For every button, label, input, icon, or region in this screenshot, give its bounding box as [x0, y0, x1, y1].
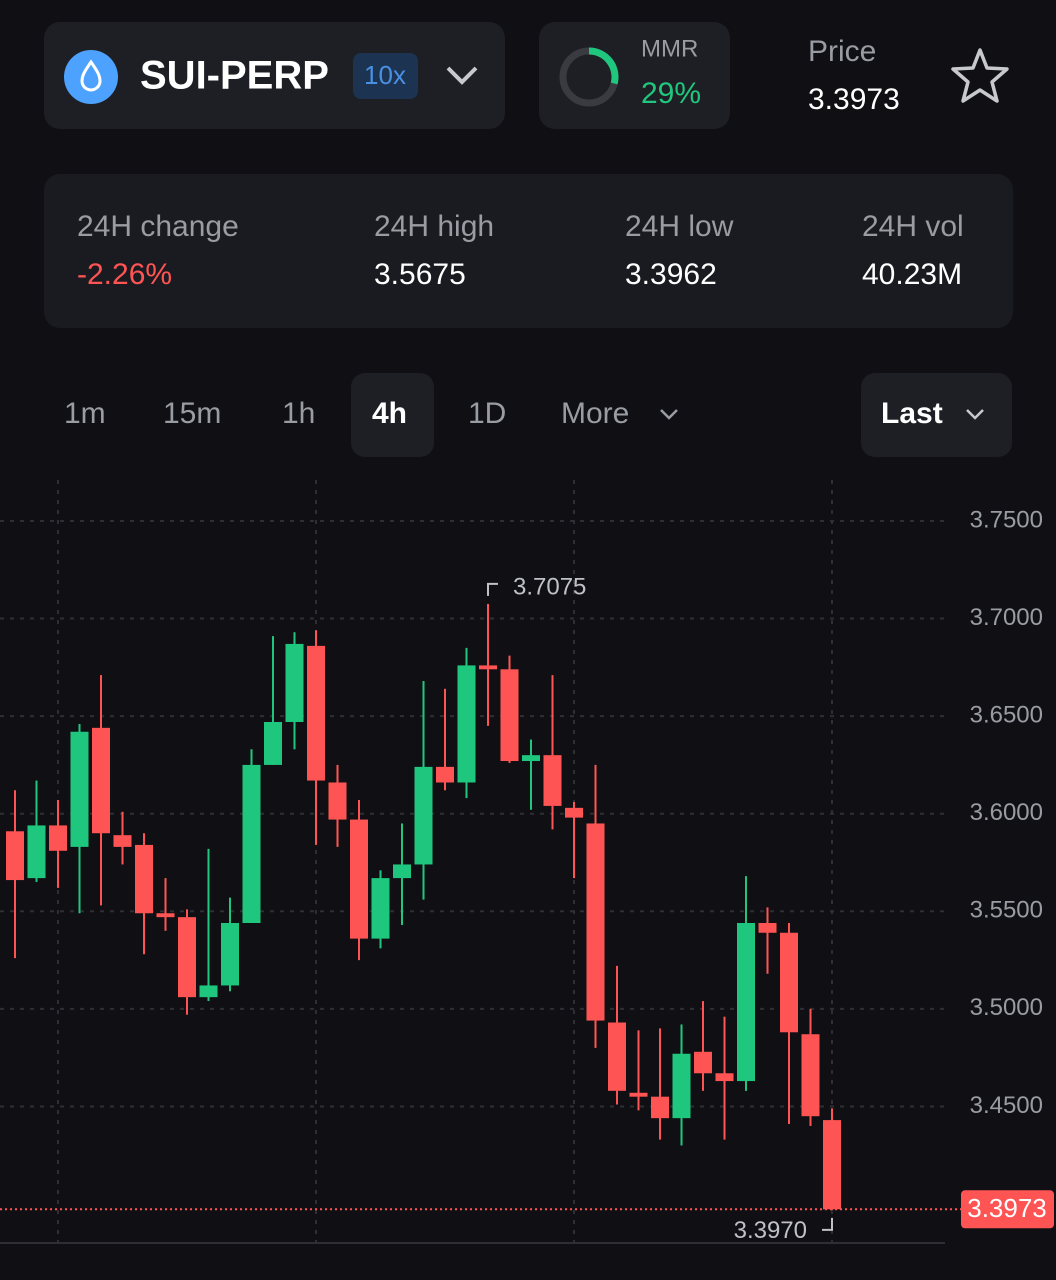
symbol-selector[interactable] [44, 22, 505, 129]
candle-body [586, 823, 605, 1021]
favorite-star[interactable] [951, 48, 1009, 103]
y-tick-label: 3.7500 [970, 506, 1043, 533]
y-tick-label: 3.7000 [970, 604, 1043, 631]
stat-label: 24H low [625, 210, 734, 243]
mmr-card [539, 22, 730, 129]
candle-body [393, 864, 411, 879]
y-tick-label: 3.6000 [970, 799, 1043, 826]
active-timeframe [351, 373, 434, 457]
candle-body [479, 665, 497, 670]
candle-body [737, 922, 755, 1082]
candle-body [780, 932, 798, 1033]
candle-body [156, 913, 175, 918]
timeframe[interactable]: 1h [282, 397, 315, 430]
candle-body [350, 819, 368, 939]
candle-body [436, 766, 454, 783]
stats-card [44, 174, 1013, 328]
candle-body [328, 782, 347, 820]
candle-body [522, 755, 540, 762]
candle-body [629, 1092, 648, 1097]
candle-body [6, 831, 24, 881]
price-label: Price [808, 35, 876, 68]
candle-body [694, 1051, 712, 1074]
stat-value: 40.23M [862, 258, 962, 291]
candle-body [113, 835, 132, 847]
candle-body [92, 727, 110, 834]
drop-icon [80, 59, 102, 92]
candle-body [135, 844, 153, 914]
timeframe[interactable]: More [561, 397, 629, 430]
candle-body [414, 766, 433, 865]
candle-body [285, 643, 304, 722]
candle-body [543, 755, 562, 806]
y-tick-label: 3.5500 [970, 897, 1043, 924]
candle-body [801, 1034, 820, 1117]
timeframe[interactable]: 1m [64, 397, 106, 430]
candle-body [457, 665, 476, 783]
candle-body [758, 922, 777, 933]
leverage-badge [353, 53, 418, 99]
stat-label: 24H vol [862, 210, 964, 243]
candle-body [715, 1073, 734, 1082]
candle-body [199, 985, 218, 998]
stat-value: 3.5675 [374, 258, 466, 291]
candle-body [500, 669, 519, 762]
leverage: 10x [364, 60, 406, 90]
high-arrow [487, 582, 498, 596]
chevron [660, 409, 678, 420]
candle-body [565, 807, 583, 818]
candle-body [672, 1053, 691, 1119]
timeframe[interactable]: 1D [468, 397, 506, 430]
symbol: SUI-PERP [140, 54, 329, 98]
stat-value: 3.3962 [625, 258, 717, 291]
candle-body [27, 825, 46, 879]
candle-body [221, 922, 239, 986]
y-tick-label: 3.6500 [970, 701, 1043, 728]
candle-body [651, 1096, 669, 1119]
candle-body [608, 1022, 626, 1091]
stat-value: -2.26% [77, 258, 172, 291]
candle-body [823, 1120, 841, 1210]
mmr-arc [588, 47, 619, 85]
last-price-label: 3.3973 [967, 1193, 1047, 1223]
last-price-tag [961, 1190, 1054, 1229]
price: 3.3973 [808, 83, 900, 116]
candle-body [242, 764, 261, 923]
mmr-value: 29% [641, 77, 701, 110]
mmr-label: MMR [641, 35, 698, 62]
y-tick-label: 3.4500 [970, 1092, 1043, 1119]
high-label: 3.7075 [513, 573, 586, 600]
low-arrow [822, 1217, 833, 1231]
stat-label: 24H high [374, 210, 494, 243]
timeframe[interactable]: 4h [372, 397, 407, 430]
stat-label: 24H change [77, 210, 239, 243]
price-mode-button[interactable] [861, 373, 1012, 457]
candle-body [371, 878, 390, 939]
candle-body [49, 825, 67, 851]
low-label: 3.3970 [734, 1217, 807, 1244]
y-tick-label: 3.5000 [970, 994, 1043, 1021]
timeframe[interactable]: 15m [163, 397, 221, 430]
candle-body [178, 917, 196, 998]
chevron [446, 66, 478, 85]
token-icon [64, 50, 118, 104]
price-mode: Last [881, 397, 943, 430]
candle-body [307, 645, 325, 781]
chevron [966, 409, 984, 420]
candle-body [264, 721, 282, 765]
candle-body [70, 731, 89, 847]
